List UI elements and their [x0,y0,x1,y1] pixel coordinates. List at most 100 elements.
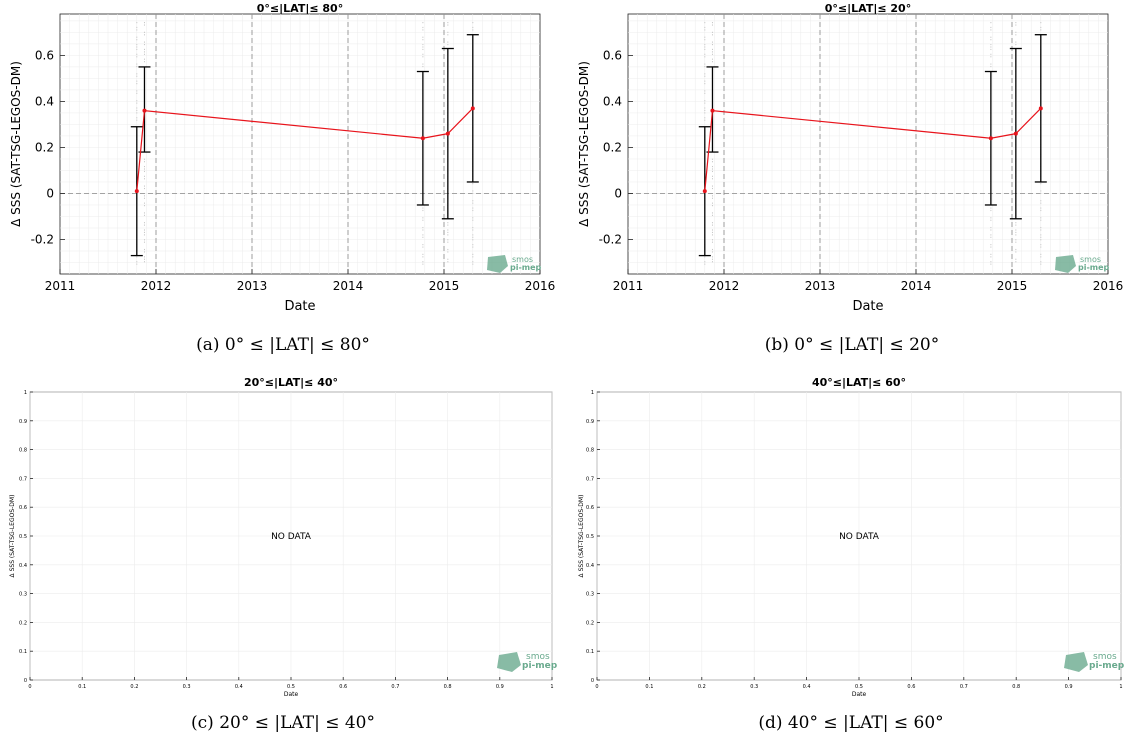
sample-dot [1015,241,1017,243]
sample-dot [1040,263,1042,265]
sample-dot [704,63,706,65]
sample-dot [704,26,706,29]
sample-dot [472,229,474,231]
panel-a: 0°≤|LAT|≤ 80° 2011 2012 2013 2014 2015 2016 -0… [9,2,555,355]
sample-dot [990,39,992,41]
sample-dot [990,229,992,231]
sample-dot [136,117,138,119]
data-point [445,131,450,136]
sample-dot [136,119,138,121]
sample-dot [990,256,992,258]
panel-d: 40°≤|LAT|≤ 60° 0 0.1 0.2 0.3 0.4 0.5 0.6 0.7 0.8… [578,376,1125,733]
sample-dot [472,22,474,24]
sample-dot [1040,234,1042,236]
sample-dot [143,168,145,170]
x-tick-label: 0.8 [444,684,452,690]
sample-dot [422,53,424,55]
sample-dot [704,80,706,82]
sample-dot [1040,202,1042,204]
y-tick-label: 0.2 [603,140,622,154]
sample-dot [422,256,424,258]
sample-dot [472,200,474,202]
pimep-logo-text: pi-mep [510,263,542,272]
sample-dot [472,244,474,246]
sample-dot [1040,29,1042,31]
panel-a-ylabel: Δ SSS (SAT-TSG-LEGOS-DM) [9,61,23,227]
sample-dot [704,73,706,75]
x-tick-label: 2014 [333,279,364,293]
panel-c-caption: (c) 20° ≤ |LAT| ≤ 40° [191,713,375,733]
sample-dot [990,29,992,31]
sample-dot [990,26,992,29]
sample-dot [472,234,474,236]
sample-dot [1015,222,1017,224]
sample-dot [422,209,424,212]
x-tick-label: 2015 [997,279,1028,293]
smos-logo-icon [497,652,521,672]
sample-dot [422,207,424,209]
sample-dot [704,46,706,48]
sample-dot [1015,248,1017,251]
data-point [470,106,475,111]
sample-dot [422,22,424,24]
sample-dot [990,48,992,51]
x-tick-label: 0.5 [855,684,863,690]
x-tick-label: 1 [550,684,553,690]
sample-dot [136,56,138,58]
sample-dot [143,195,145,197]
sample-dot [472,263,474,265]
sample-dot [704,39,706,41]
sample-dot [143,178,145,180]
sample-dot [711,178,713,180]
sample-dot [704,112,706,114]
smos-logo: smos pi-mep [1064,652,1125,672]
sample-dot [711,222,713,224]
sample-dot [472,209,474,212]
x-tick-label: 0.9 [496,684,504,690]
sample-dot [143,61,145,63]
panel-c-plot: 0 0.1 0.2 0.3 0.4 0.5 0.6 0.7 0.8 0.9 1 0 0.1 0.2 0.3 0… [19,390,554,690]
x-tick-label: 2015 [429,279,460,293]
sample-dot [704,65,706,68]
sample-dot [422,29,424,31]
sample-dot [422,234,424,236]
data-point [420,136,425,141]
sample-dot [136,39,138,41]
x-tick-label: 0.3 [183,684,191,690]
sample-dot [704,83,706,85]
sample-dot [136,65,138,68]
sample-dot [704,256,706,258]
sample-dot [143,261,145,263]
panel-d-plot: 0 0.1 0.2 0.3 0.4 0.5 0.6 0.7 0.8 0.9 1 0 0.1 0.2 0.3 0… [586,390,1123,690]
sample-dot [704,90,706,92]
sample-dot [136,109,138,112]
x-tick-label: 0.7 [960,684,968,690]
sample-dot [136,22,138,24]
sample-dot [711,158,713,160]
sample-dot [422,63,424,65]
sample-dot [422,217,424,219]
sample-dot [1040,207,1042,209]
sample-dot [422,244,424,246]
sample-dot [136,46,138,48]
sample-dot [990,56,992,58]
sample-dot [447,241,449,243]
sample-dot [422,46,424,48]
sample-dot [472,192,474,194]
x-tick-label: 2016 [525,279,556,293]
sample-dot [143,41,145,43]
sample-dot [143,53,145,55]
sample-dot [447,34,449,36]
smos-logo-icon [1055,255,1076,273]
sample-dot [472,217,474,219]
panel-b-xlabel: Date [852,299,883,314]
sample-dot [472,207,474,209]
sample-dot [143,251,145,253]
sample-dot [1040,219,1042,221]
sample-dot [136,29,138,31]
sample-dot [1015,22,1017,24]
sample-dot [1040,229,1042,231]
y-tick-label: -0.2 [599,232,622,246]
sample-dot [422,263,424,265]
panel-a-plot: 2011 2012 2013 2014 2015 2016 -0.2 0 0.2 0.4 0.6 [31,14,556,293]
